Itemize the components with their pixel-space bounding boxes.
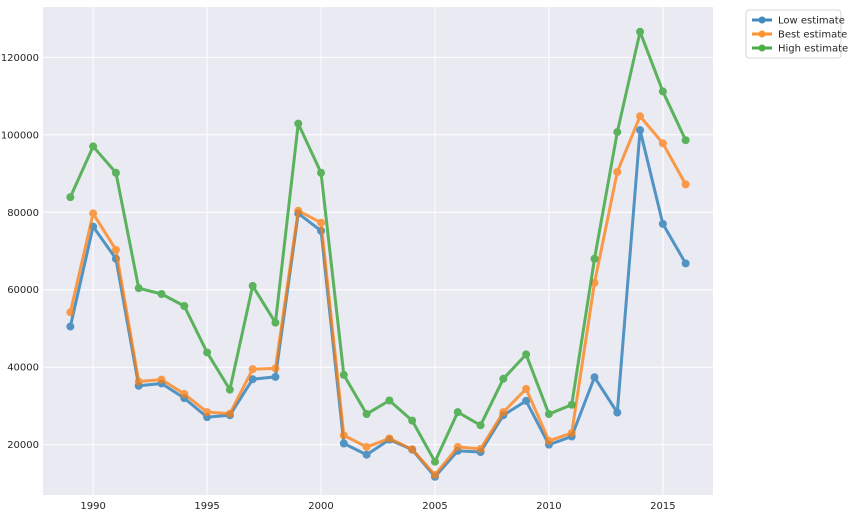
data-point <box>225 409 234 418</box>
y-tick-label: 40000 <box>7 363 39 374</box>
data-point <box>339 370 348 379</box>
data-point <box>134 377 143 386</box>
data-point <box>658 139 667 148</box>
data-point <box>271 318 280 327</box>
data-point <box>681 180 690 189</box>
data-point <box>203 348 212 357</box>
data-point <box>362 410 371 419</box>
x-tick-label: 2000 <box>308 501 333 512</box>
data-point <box>408 445 417 454</box>
data-point <box>658 87 667 96</box>
x-tick-label: 2015 <box>650 501 675 512</box>
data-point <box>66 322 75 331</box>
data-point <box>66 193 75 202</box>
x-tick-label: 1990 <box>80 501 105 512</box>
data-point <box>66 308 75 317</box>
y-tick-label: 60000 <box>7 285 39 296</box>
data-point <box>613 128 622 137</box>
data-point <box>590 254 599 263</box>
data-point <box>408 416 417 425</box>
data-point <box>317 218 326 227</box>
data-point <box>453 442 462 451</box>
data-point <box>317 168 326 177</box>
data-point <box>453 408 462 417</box>
data-point <box>385 396 394 405</box>
series-group <box>66 27 690 481</box>
data-point <box>203 408 212 417</box>
data-point <box>636 112 645 121</box>
data-point <box>111 168 120 177</box>
data-point <box>567 429 576 438</box>
data-point <box>658 219 667 228</box>
data-point <box>248 375 257 384</box>
data-point <box>499 408 508 417</box>
series-line <box>68 30 688 464</box>
legend-marker <box>758 44 766 52</box>
x-axis-ticks: 1990 1995 2000 2005 2010 2015 <box>80 501 675 512</box>
legend-box <box>745 9 842 59</box>
data-point <box>271 364 280 373</box>
legend: Low estimate Best estimate High estimate <box>745 9 848 59</box>
data-point <box>430 457 439 466</box>
data-point <box>180 301 189 310</box>
data-point <box>134 284 143 293</box>
y-axis-ticks: 20000 40000 60000 80000 100000 120000 <box>1 53 39 451</box>
data-point <box>476 444 485 453</box>
data-point <box>590 373 599 382</box>
series-line <box>68 114 688 477</box>
y-tick-label: 120000 <box>1 53 39 64</box>
data-point <box>636 27 645 36</box>
series-high-estimate <box>66 27 690 466</box>
data-point <box>157 289 166 298</box>
data-point <box>681 136 690 145</box>
data-point <box>362 450 371 459</box>
legend-label: Best estimate <box>778 30 847 41</box>
legend-item <box>752 16 772 24</box>
data-point <box>89 209 98 218</box>
data-point <box>157 375 166 384</box>
x-tick-label: 2010 <box>536 501 561 512</box>
data-point <box>294 206 303 215</box>
x-tick-label: 2005 <box>422 501 447 512</box>
data-point <box>271 372 280 381</box>
data-point <box>294 119 303 128</box>
legend-label: Low estimate <box>778 16 845 27</box>
legend-item <box>752 30 772 38</box>
data-point <box>339 439 348 448</box>
x-tick-label: 1995 <box>194 501 219 512</box>
plot-background <box>43 7 713 495</box>
data-point <box>636 126 645 135</box>
data-point <box>89 142 98 151</box>
data-point <box>499 374 508 383</box>
data-point <box>362 442 371 451</box>
data-point <box>613 408 622 417</box>
y-tick-label: 100000 <box>1 130 39 141</box>
data-point <box>681 259 690 268</box>
data-point <box>111 245 120 254</box>
data-point <box>248 365 257 374</box>
data-point <box>476 421 485 430</box>
data-point <box>180 389 189 398</box>
data-point <box>385 434 394 443</box>
data-point <box>567 400 576 409</box>
data-point <box>339 431 348 440</box>
y-tick-label: 20000 <box>7 440 39 451</box>
data-point <box>544 436 553 445</box>
legend-label: High estimate <box>778 44 848 55</box>
series-best-estimate <box>66 112 690 479</box>
data-point <box>544 410 553 419</box>
y-tick-label: 80000 <box>7 208 39 219</box>
legend-marker <box>758 30 766 38</box>
data-point <box>225 385 234 394</box>
data-point <box>522 396 531 405</box>
data-point <box>522 384 531 393</box>
data-point <box>430 470 439 479</box>
legend-item <box>752 44 772 52</box>
data-point <box>248 281 257 290</box>
legend-marker <box>758 16 766 24</box>
series-line <box>68 128 688 479</box>
data-point <box>522 350 531 359</box>
data-point <box>613 167 622 176</box>
